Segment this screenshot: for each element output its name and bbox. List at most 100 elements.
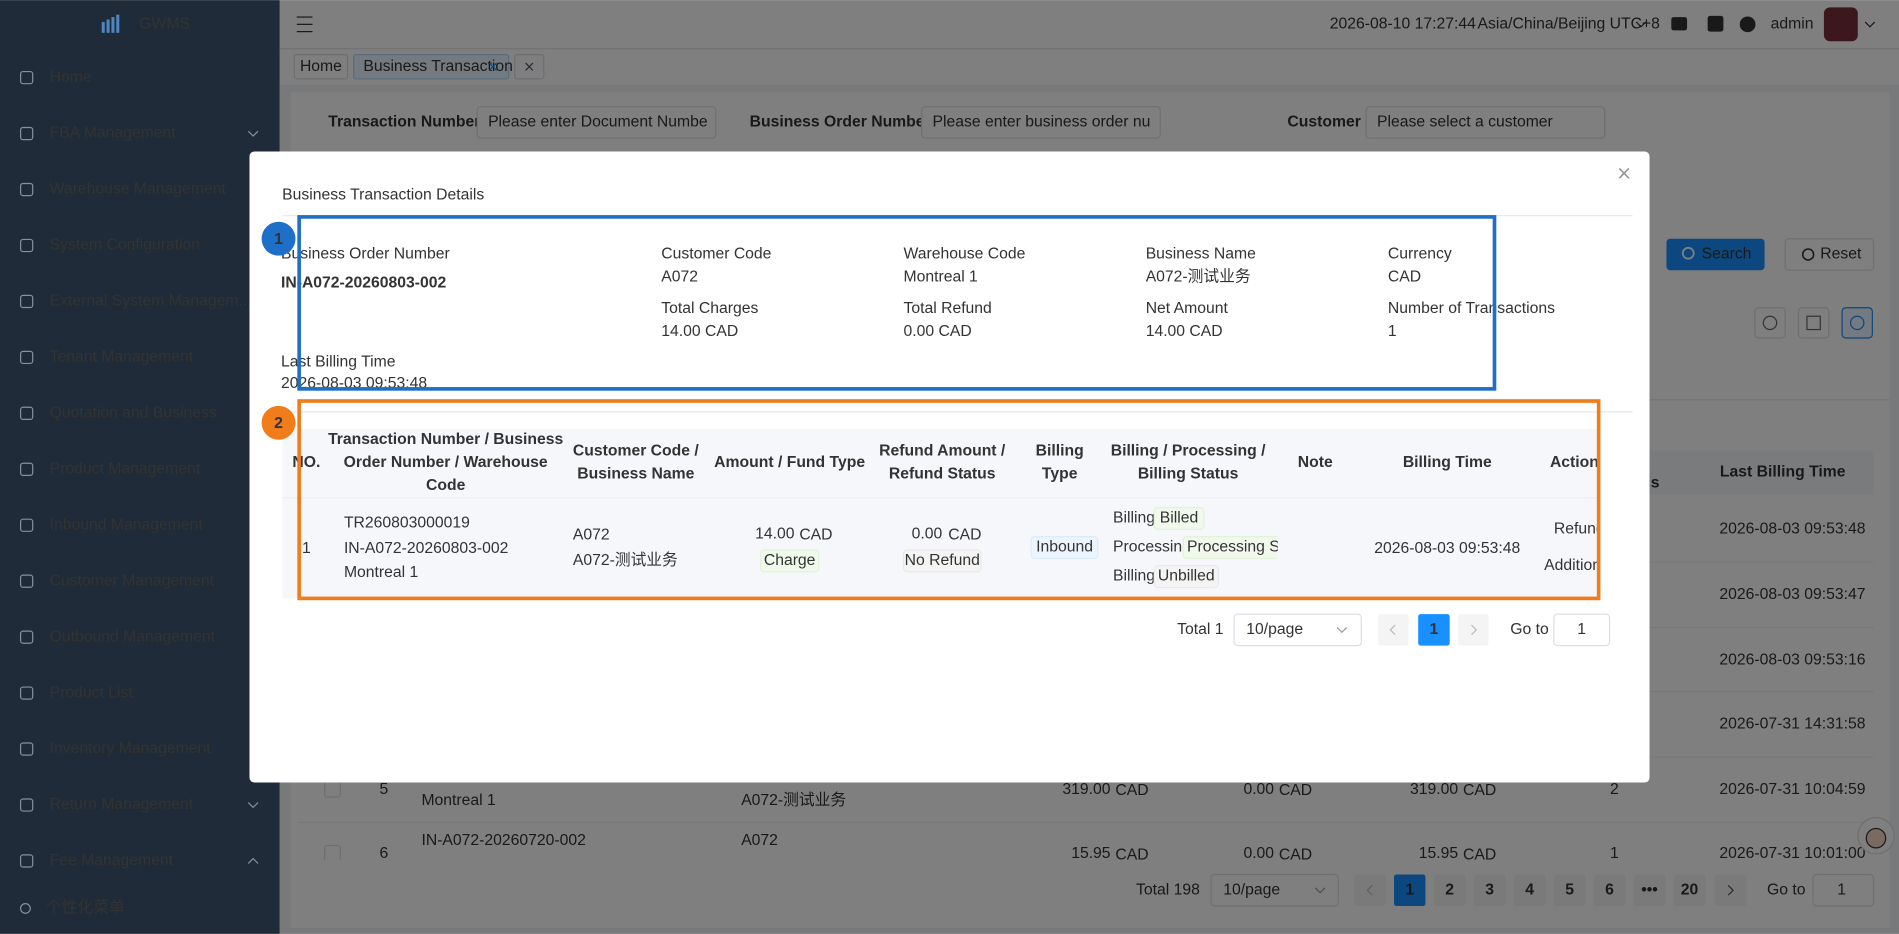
- menu-item[interactable]: External System Managem...: [50, 293, 252, 310]
- tag-label: No Refund: [905, 552, 980, 569]
- menu-arrow: [247, 130, 259, 137]
- table-row: [282, 497, 1599, 599]
- summary-label: Last Billing Time: [281, 353, 396, 370]
- menu-icon: [19, 238, 34, 253]
- menu-item[interactable]: Quotation and Business: [50, 405, 217, 422]
- column-header: Billing Status: [1138, 465, 1239, 482]
- goto-input[interactable]: [1553, 613, 1611, 647]
- row-number: 1: [302, 540, 311, 557]
- column-header: Billing: [1036, 442, 1084, 459]
- menu-item[interactable]: Home: [50, 69, 92, 86]
- menu-item[interactable]: Product Management: [50, 460, 201, 477]
- action-additional[interactable]: Additional: [1544, 557, 1613, 574]
- detail-table: NO. Transaction Number / Business Order Nu…: [282, 428, 1613, 599]
- menu-icon: [19, 686, 34, 700]
- row-billing-time: 2026-08-03 09:53:48: [1374, 540, 1520, 557]
- action-refund[interactable]: Refund: [1554, 521, 1605, 538]
- column-header: Order Number / Warehouse: [344, 454, 548, 471]
- summary-field-value: A072: [661, 269, 698, 286]
- tag: [1182, 536, 1278, 560]
- logo: GWMS: [139, 16, 190, 33]
- modal-close[interactable]: [1618, 167, 1630, 179]
- currency: CAD: [799, 527, 832, 544]
- annotation-number: 1: [274, 231, 283, 248]
- logo-bar: [111, 17, 115, 33]
- menu-item[interactable]: Inbound Management: [50, 516, 204, 533]
- summary-field-label: Business Name: [1146, 246, 1256, 263]
- tag-label: Billed: [1160, 510, 1198, 527]
- column-header: Transaction Number / Business: [328, 431, 563, 448]
- row-warehouse: Montreal 1: [344, 564, 418, 581]
- logo-bar: [101, 21, 105, 33]
- menu-icon: [19, 574, 34, 588]
- menu-arrow: [247, 802, 259, 809]
- summary-field-value: A072-测试业务: [1146, 268, 1251, 286]
- prev-page[interactable]: [1378, 614, 1409, 646]
- menu-icon: [19, 182, 34, 197]
- summary-label: Business Order Number: [281, 246, 450, 263]
- menu-icon: [19, 630, 34, 644]
- menu-item[interactable]: Warehouse Management: [50, 181, 227, 198]
- column-header: Type: [1042, 465, 1078, 482]
- currency: CAD: [948, 527, 981, 544]
- tag: [902, 549, 982, 573]
- footer-icon: [19, 902, 31, 914]
- menu-icon: [19, 406, 34, 421]
- tag: [1153, 565, 1219, 589]
- tag-label: Inbound: [1036, 539, 1093, 556]
- row-business-name: A072-测试业务: [573, 551, 678, 569]
- summary-field-label: Net Amount: [1146, 300, 1229, 317]
- column-header: Refund Status: [889, 465, 996, 482]
- row-customer-code: A072: [573, 527, 610, 544]
- summary-field-value: Montreal 1: [903, 269, 977, 286]
- menu-item[interactable]: System Configuration: [50, 237, 200, 254]
- page-number[interactable]: 1: [1430, 621, 1439, 638]
- summary-field-label: Number of Transactions: [1388, 300, 1555, 317]
- tag: [1030, 536, 1099, 560]
- row-order: IN-A072-20260803-002: [344, 540, 508, 557]
- row-amount: 14.00: [755, 525, 795, 542]
- menu-arrow: [247, 857, 259, 864]
- tag-label: Unbilled: [1158, 568, 1215, 585]
- column-header: Business Name: [577, 465, 694, 482]
- menu-item[interactable]: Return Management: [50, 796, 194, 813]
- next-icon: [1471, 624, 1478, 636]
- menu-icon: [19, 126, 34, 141]
- modal-title: Business Transaction Details: [282, 186, 484, 203]
- summary-field-value: 1: [1388, 323, 1397, 340]
- status-label: Billing: [1113, 568, 1155, 585]
- summary-field-label: Warehouse Code: [903, 246, 1025, 263]
- menu-item[interactable]: Tenant Management: [50, 349, 194, 366]
- status-label: Processing: [1113, 539, 1191, 556]
- column-header: Note: [1298, 454, 1333, 471]
- summary-field-label: Currency: [1388, 246, 1452, 263]
- menu-item[interactable]: Product List: [50, 684, 134, 701]
- logo-bar: [116, 14, 120, 33]
- table-header: [282, 428, 1599, 498]
- summary-field-value: 0.00 CAD: [903, 323, 971, 340]
- sidebar-footer[interactable]: 个性化菜单: [46, 899, 125, 917]
- page-button[interactable]: [1418, 614, 1450, 646]
- status-label: Billing: [1113, 510, 1155, 527]
- menu-item[interactable]: Customer Management: [50, 572, 215, 589]
- tag: [759, 549, 820, 573]
- page-size-select[interactable]: [1233, 613, 1362, 647]
- pagination-total: Total 1: [1177, 621, 1223, 638]
- menu-item[interactable]: FBA Management: [50, 125, 177, 142]
- menu-item[interactable]: Outbound Management: [50, 628, 216, 645]
- column-header: Refund Amount /: [879, 442, 1006, 459]
- annotation-badge: [261, 405, 296, 440]
- goto-label: Go to: [1510, 621, 1549, 638]
- summary-field-value: 14.00 CAD: [1146, 323, 1223, 340]
- tag: [1153, 506, 1205, 530]
- menu-icon: [19, 350, 34, 365]
- column-header: NO.: [292, 454, 320, 471]
- page-size: 10/page: [1246, 621, 1303, 638]
- transaction-link[interactable]: TR260803000019: [344, 514, 470, 531]
- annotation-box: [297, 215, 1497, 391]
- menu-item[interactable]: Fee Management: [50, 852, 174, 869]
- menu-item[interactable]: Inventory Management: [50, 740, 212, 757]
- next-page[interactable]: [1458, 614, 1489, 646]
